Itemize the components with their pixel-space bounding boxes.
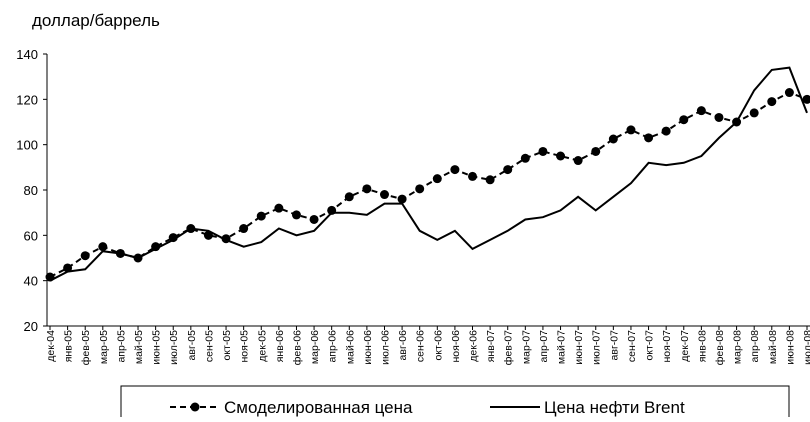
x-tick-label: окт-06 [432,330,444,361]
point-marker [398,195,407,204]
point-marker [697,106,706,115]
point-marker [679,115,688,124]
x-tick-label: фев-05 [80,330,92,365]
x-tick-label: мар-06 [309,330,321,364]
point-marker [292,210,301,219]
point-marker [415,184,424,193]
x-tick-label: июл-06 [379,330,391,365]
x-tick-label: дек-04 [45,330,57,362]
legend-label: Цена нефти Brent [544,398,685,417]
x-tick-label: июн-08 [784,330,796,365]
point-marker [714,113,723,122]
legend-label: Смоделированная цена [224,398,413,417]
point-marker [362,184,371,193]
x-tick-label: май-06 [344,330,356,364]
point-marker [574,156,583,165]
x-tick-label: апр-06 [327,330,339,363]
point-marker [257,212,266,221]
x-tick-label: сен-06 [415,330,427,362]
x-tick-label: сен-07 [626,330,638,362]
x-tick-label: июн-07 [573,330,585,365]
series-line [50,93,807,278]
x-tick-label: июл-08 [802,330,810,365]
point-marker [644,133,653,142]
x-tick-label: дек-06 [468,330,480,362]
legend-marker [191,403,200,412]
y-tick-label: 100 [16,138,38,153]
point-marker [98,242,107,251]
x-tick-label: фев-06 [291,330,303,365]
point-marker [81,251,90,260]
x-tick-label: май-07 [556,330,568,364]
x-tick-label: апр-07 [538,330,550,363]
y-tick-label: 140 [16,47,38,62]
point-marker [556,152,565,161]
point-marker [538,147,547,156]
x-tick-label: ноя-06 [450,330,462,363]
y-tick-label: 20 [24,319,38,334]
point-marker [609,135,618,144]
point-marker [626,125,635,134]
point-marker [767,97,776,106]
point-marker [521,154,530,163]
x-tick-label: сен-05 [203,330,215,362]
x-tick-label: авг-05 [186,330,198,361]
y-axis-label: доллар/баррель [32,11,160,30]
point-marker [433,174,442,183]
x-tick-label: авг-07 [608,330,620,361]
point-marker [503,165,512,174]
x-tick-label: май-08 [767,330,779,364]
x-tick-label: дек-05 [256,330,268,362]
point-marker [486,175,495,184]
x-tick-label: янв-07 [485,330,497,362]
point-marker [450,165,459,174]
point-marker [785,88,794,97]
x-tick-label: апр-08 [749,330,761,363]
x-tick-label: ноя-07 [661,330,673,363]
x-tick-label: янв-06 [274,330,286,362]
y-tick-label: 40 [24,274,38,289]
x-tick-label: мар-08 [732,330,744,364]
series-line [50,68,807,281]
point-marker [274,204,283,213]
point-marker [380,190,389,199]
x-tick-label: мар-07 [520,330,532,364]
x-tick-label: ноя-05 [239,330,251,363]
x-tick-label: июн-05 [151,330,163,365]
x-tick-label: апр-05 [115,330,127,363]
x-tick-label: июн-06 [362,330,374,365]
point-marker [662,127,671,136]
x-tick-label: мар-05 [98,330,110,364]
x-tick-label: янв-08 [696,330,708,362]
y-tick-label: 120 [16,92,38,107]
x-tick-label: май-05 [133,330,145,364]
x-tick-label: окт-05 [221,330,233,361]
x-tick-label: фев-08 [714,330,726,365]
x-tick-label: авг-06 [397,330,409,361]
point-marker [591,147,600,156]
point-marker [750,108,759,117]
x-tick-label: июл-07 [591,330,603,365]
x-tick-label: окт-07 [644,330,656,361]
x-tick-label: июл-05 [168,330,180,365]
point-marker [239,224,248,233]
legend-box [121,386,789,417]
y-tick-label: 60 [24,228,38,243]
point-marker [468,172,477,181]
x-tick-label: фев-07 [503,330,515,365]
y-tick-label: 80 [24,183,38,198]
point-marker [310,215,319,224]
point-marker [345,192,354,201]
x-tick-label: дек-07 [679,330,691,362]
x-tick-label: янв-05 [63,330,75,362]
